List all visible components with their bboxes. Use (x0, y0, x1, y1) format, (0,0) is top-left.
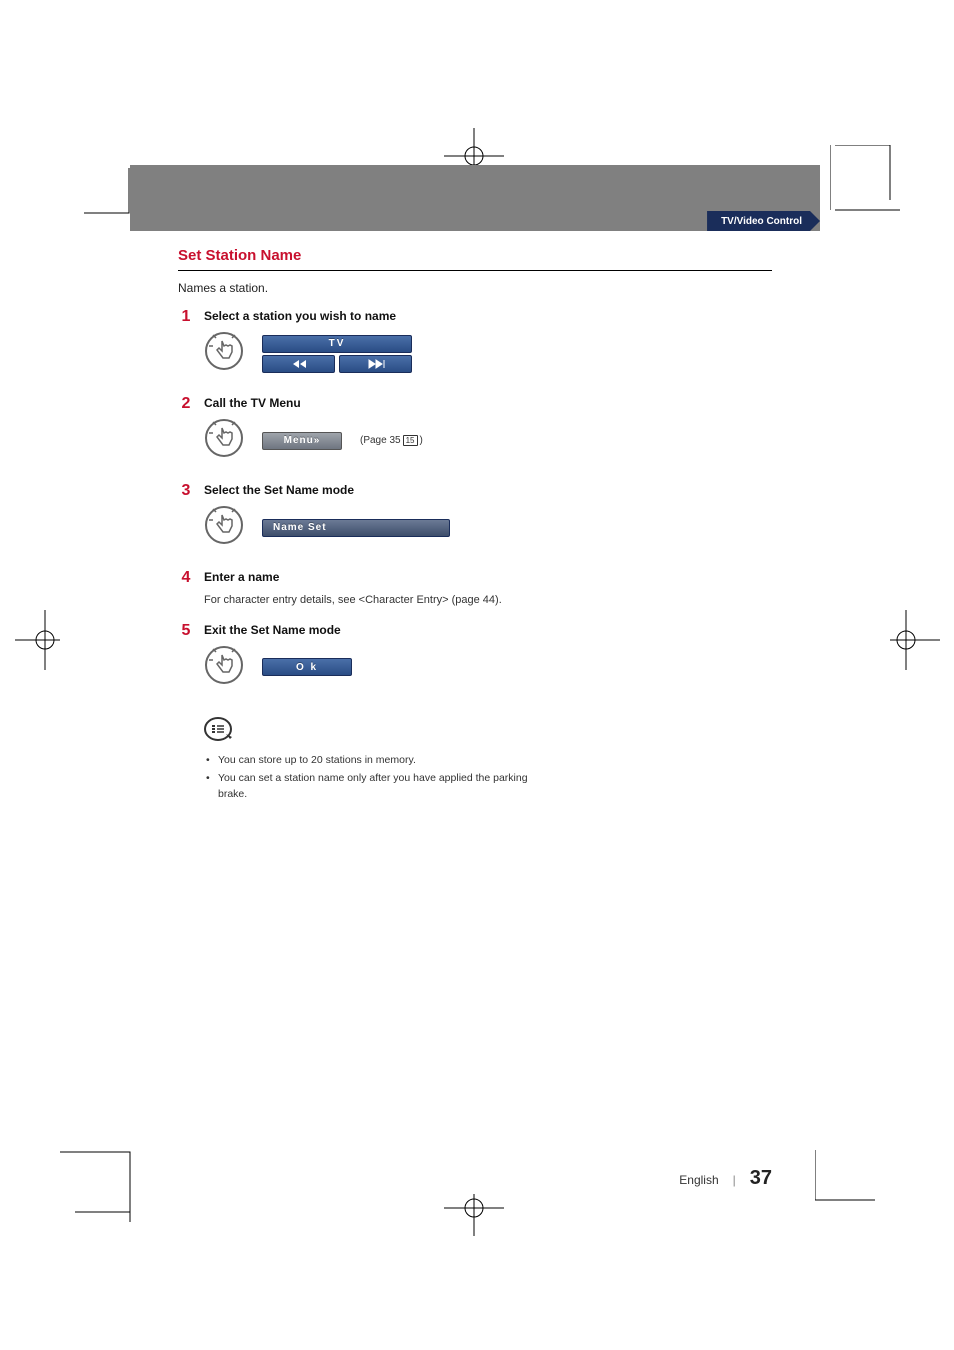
crop-mark-tl (84, 168, 134, 218)
step-title: Call the TV Menu (204, 396, 538, 410)
page-reference: (Page 35 15) (360, 435, 423, 446)
name-set-button[interactable]: Name Set (262, 519, 450, 537)
ok-button[interactable]: O k (262, 658, 352, 676)
step-title: Select the Set Name mode (204, 483, 538, 497)
intro-text: Names a station. (178, 281, 772, 295)
touch-hand-icon (204, 418, 244, 463)
section-tab: TV/Video Control (707, 211, 820, 231)
step-4: 4 Enter a name For character entry detai… (178, 570, 538, 609)
registration-mark-left (15, 610, 60, 675)
content-area: Set Station Name Names a station. 1 Sele… (130, 231, 820, 803)
step-5: 5 Exit the Set Name mode O k (178, 623, 538, 706)
tv-button[interactable]: TV (262, 335, 412, 353)
step-title: Select a station you wish to name (204, 309, 538, 323)
next-station-button[interactable] (339, 355, 412, 373)
step-3: 3 Select the Set Name mode Name Set (178, 483, 538, 566)
prev-station-button[interactable] (262, 355, 335, 373)
step-number: 4 (178, 570, 194, 586)
page-number: 37 (750, 1167, 772, 1190)
footer-separator: | (733, 1173, 736, 1187)
menu-button[interactable]: Menu» (262, 432, 342, 450)
step-number: 1 (178, 309, 194, 325)
note-item: You can store up to 20 stations in memor… (204, 753, 544, 769)
step-title: Exit the Set Name mode (204, 623, 538, 637)
page-footer: English | 37 (679, 1167, 772, 1190)
footer-language: English (679, 1173, 718, 1187)
crop-mark-br (815, 1150, 875, 1210)
registration-mark-right (890, 610, 940, 675)
note-icon (204, 716, 772, 747)
header-band: TV/Video Control (130, 165, 820, 231)
step-number: 5 (178, 623, 194, 639)
touch-hand-icon (204, 645, 244, 690)
touch-hand-icon (204, 505, 244, 550)
step-title: Enter a name (204, 570, 538, 584)
step-1: 1 Select a station you wish to name TV (178, 309, 538, 392)
note-item: You can set a station name only after yo… (204, 771, 544, 803)
registration-mark-bottom (444, 1194, 504, 1241)
crop-mark-tr (830, 145, 900, 215)
notes-list: You can store up to 20 stations in memor… (204, 753, 544, 803)
step-text: For character entry details, see <Charac… (204, 592, 538, 609)
section-title: Set Station Name (178, 247, 772, 271)
page-frame: TV/Video Control Set Station Name Names … (130, 165, 820, 1190)
touch-hand-icon (204, 331, 244, 376)
crop-mark-bl (60, 1142, 140, 1222)
step-number: 3 (178, 483, 194, 499)
step-number: 2 (178, 396, 194, 412)
step-2: 2 Call the TV Menu Menu» (Page 35 15) (178, 396, 538, 479)
